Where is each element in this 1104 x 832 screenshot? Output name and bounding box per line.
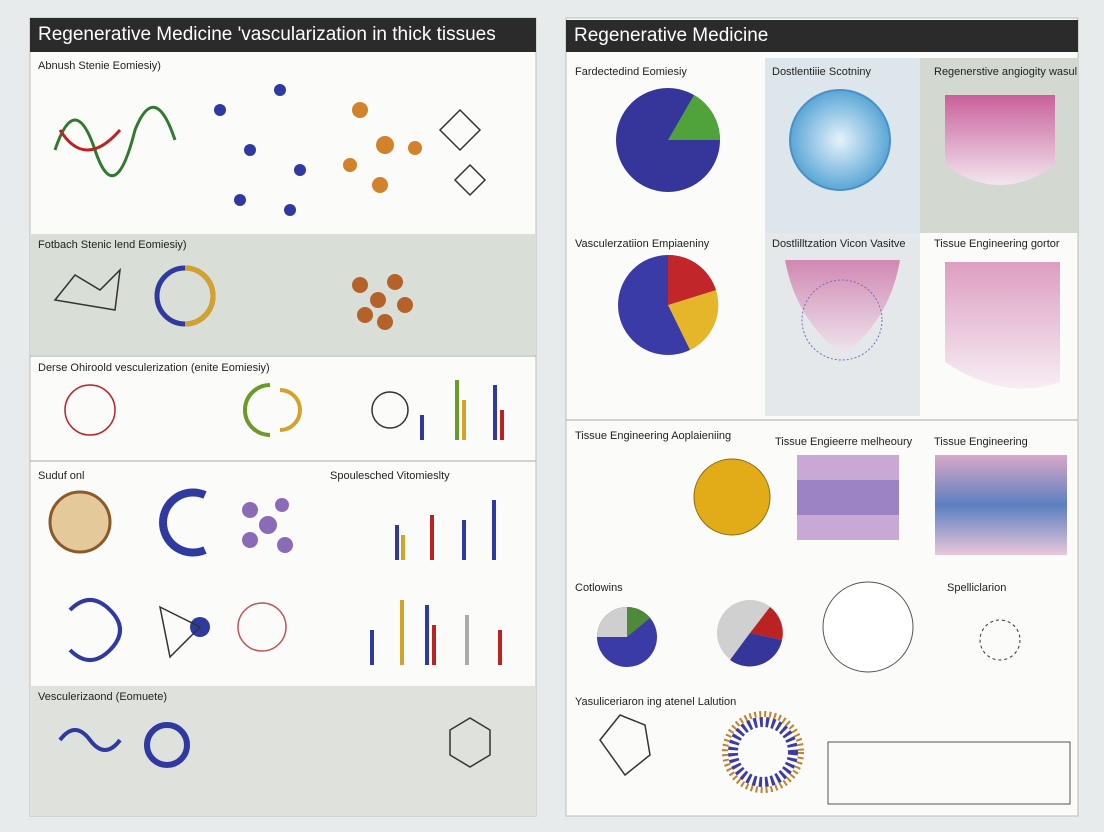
texts: Regenerative Medicine 'vascularization i…: [38, 24, 1077, 708]
section-title: Cotlowins: [575, 582, 623, 594]
section-title: Abnush Stenie Eomiesiy): [38, 60, 161, 72]
section-title: Vasculerzatiion Empiaeniny: [575, 238, 710, 250]
section-title: Tissue Engieerre melheoury: [775, 436, 913, 448]
band: [30, 686, 536, 816]
section-title: Regenerstive angiogity wasul: [934, 66, 1077, 78]
section-title: Tissue Engineering gortor: [934, 238, 1060, 250]
section-title: Tissue Engineering: [934, 436, 1028, 448]
section-title: Derse Ohiroold vesculerization (enite Eo…: [38, 362, 270, 374]
decor-bars: [370, 380, 504, 665]
illustrations: [48, 84, 491, 768]
section-title: Suduf onl: [38, 470, 84, 482]
panel-title: Regenerative Medicine: [574, 25, 768, 46]
panel-title: Regenerative Medicine 'vascularization i…: [38, 24, 496, 45]
band: [30, 234, 536, 355]
section-title: Dostlentiiie Scotniny: [772, 66, 872, 78]
section-title: Fardectedind Eomiesiy: [575, 66, 687, 78]
right-title-bar: [566, 20, 1078, 52]
illustrations: [597, 88, 1071, 805]
section-title: Yasuliceriaron ing atenel Lalution: [575, 696, 736, 708]
section-title: Tissue Engineering Aoplaieniing: [575, 430, 731, 442]
section-title: Dostlilltzation Vicon Vasitve: [772, 238, 906, 250]
section-title: Spelliclarion: [947, 582, 1006, 594]
left-title-bar: [30, 18, 536, 52]
section-title: Fotbach Stenic lend Eomiesiy): [38, 239, 187, 251]
section-title: Spoulesched Vitomieslty: [330, 470, 450, 482]
section-title: Vesculerizaond (Eomuete): [38, 691, 167, 703]
